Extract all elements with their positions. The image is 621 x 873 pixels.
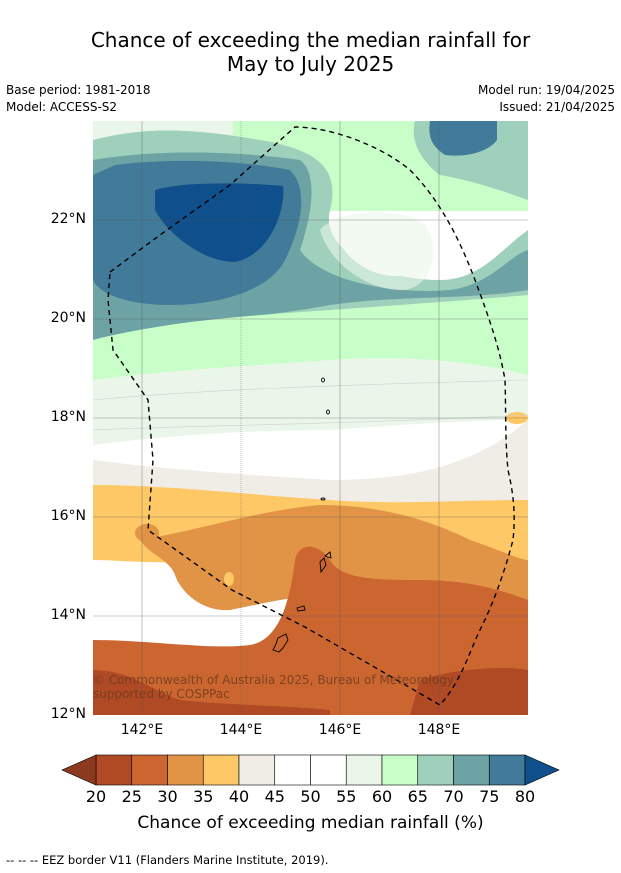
islands [272, 377, 332, 653]
colorbar-swatch [345, 754, 383, 786]
lat-label-16n: 16°N [50, 508, 86, 524]
colorbar-tick-label: 50 [300, 787, 321, 806]
colorbar-under-arrow [61, 754, 97, 786]
lat-label-18n: 18°N [50, 409, 86, 425]
colorbar-tick-label: 45 [264, 787, 285, 806]
colorbar-tick-label: 60 [371, 787, 393, 806]
lat-label-22n: 22°N [50, 211, 86, 227]
title-line-2: May to July 2025 [226, 52, 395, 76]
colorbar-swatch [488, 754, 526, 786]
colorbar-swatch [95, 754, 133, 786]
colorbar [61, 754, 560, 786]
colorbar-tick-label: 70 [443, 787, 464, 806]
colorbar-swatch [381, 754, 419, 786]
colorbar-swatch [131, 754, 168, 786]
lat-label-20n: 20°N [50, 310, 86, 326]
lon-label-146e: 146°E [318, 722, 362, 738]
colorbar-label: Chance of exceeding median rainfall (%) [137, 813, 484, 833]
colorbar-swatch [274, 754, 311, 786]
colorbar-swatch [453, 754, 490, 786]
colorbar-tick-label: 80 [514, 787, 536, 806]
copyright-notice: © Commonwealth of Australia 2025, Bureau… [93, 673, 458, 701]
colorbar-tick-label: 20 [85, 787, 107, 806]
colorbar-swatch [310, 754, 347, 786]
lon-label-144e: 144°E [219, 722, 263, 738]
lon-label-142e: 142°E [120, 722, 164, 738]
grid [93, 121, 528, 715]
colorbar-swatch [238, 754, 276, 786]
eez-legend-note: -- -- -- EEZ border V11 (Flanders Marine… [6, 853, 329, 867]
colorbar-over-arrow [524, 754, 560, 786]
title-line-1: Chance of exceeding the median rainfall … [90, 28, 531, 52]
colorbar-tick-label: 75 [479, 787, 500, 806]
colorbar-swatch [202, 754, 240, 786]
model-name: Model: ACCESS-S2 [6, 100, 118, 114]
base-period: Base period: 1981-2018 [6, 83, 151, 97]
colorbar-tick-label: 35 [193, 787, 214, 806]
colorbar-swatch [167, 754, 204, 786]
model-run-date: Model run: 19/04/2025 [477, 83, 615, 97]
colorbar-tick-label: 65 [407, 787, 428, 806]
colorbar-tick-label: 55 [336, 787, 357, 806]
issued-date: Issued: 21/04/2025 [499, 100, 615, 114]
colorbar-tick-label: 40 [228, 787, 250, 806]
colorbar-tick-label: 25 [121, 787, 142, 806]
colorbar-swatch [417, 754, 454, 786]
colorbar-tick-label: 30 [157, 787, 178, 806]
eez-border [107, 126, 515, 706]
lon-label-148e: 148°E [417, 722, 461, 738]
lat-label-14n: 14°N [50, 607, 86, 623]
lat-label-12n: 12°N [50, 706, 86, 722]
